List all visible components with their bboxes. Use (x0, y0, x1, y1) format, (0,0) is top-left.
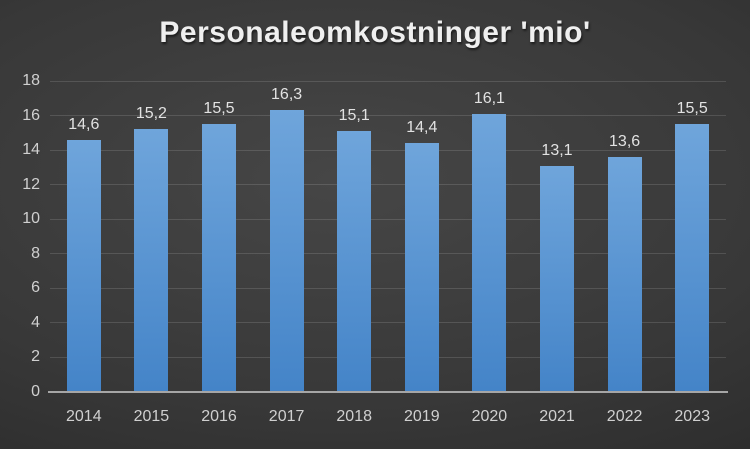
gridline (50, 115, 726, 117)
y-tick-label: 2 (31, 348, 40, 366)
gridline (50, 184, 726, 186)
x-axis-label: 2014 (66, 408, 102, 425)
bar-value-label: 15,2 (135, 105, 167, 123)
bar-value-label: 13,1 (541, 141, 573, 159)
bar (404, 143, 439, 391)
x-axis-label: 2017 (268, 408, 305, 425)
x-axis-label: 2018 (336, 408, 372, 425)
gridline (50, 218, 726, 220)
bar-value-label: 15,5 (676, 100, 708, 118)
y-tick-label: 0 (31, 383, 40, 400)
x-axis-line (48, 391, 728, 393)
bar (134, 129, 169, 391)
gridline (50, 322, 726, 324)
bar-value-label: 14,6 (68, 115, 100, 133)
bar (66, 139, 101, 391)
bar (540, 165, 574, 391)
gridline (50, 356, 726, 358)
x-axis-label: 2023 (674, 408, 710, 425)
y-tick-label: 14 (22, 141, 40, 159)
bar (472, 113, 507, 391)
y-tick-label: 10 (22, 210, 40, 228)
bar-value-label: 15,1 (338, 107, 370, 125)
bar (675, 124, 710, 391)
gridline (50, 287, 726, 289)
gridline (50, 149, 726, 151)
bar (269, 110, 304, 391)
bar-value-label: 14,4 (406, 119, 438, 137)
x-axis-label: 2020 (471, 408, 508, 425)
y-tick-label: 8 (31, 244, 40, 262)
x-axis-label: 2015 (133, 408, 170, 425)
y-tick-label: 6 (31, 279, 40, 297)
x-axis-label: 2022 (606, 408, 643, 425)
bar (202, 124, 236, 391)
bar-value-label: 13,6 (609, 133, 641, 151)
y-tick-label: 12 (22, 175, 40, 193)
y-tick-label: 16 (22, 106, 40, 124)
chart-title: Personaleomkostninger 'mio' (159, 16, 591, 49)
gridline (50, 253, 726, 255)
x-axis-label: 2016 (201, 408, 237, 425)
gridline (50, 80, 726, 82)
y-tick-label: 18 (22, 72, 40, 89)
x-axis-label: 2021 (539, 408, 575, 425)
y-tick-label: 4 (31, 313, 40, 331)
x-axis-label: 2019 (404, 408, 440, 425)
bar-value-label: 16,3 (271, 86, 303, 104)
bar (337, 131, 372, 391)
bar-value-label: 15,5 (203, 100, 235, 118)
bar-value-label: 16,1 (473, 89, 505, 107)
bar (607, 157, 642, 391)
